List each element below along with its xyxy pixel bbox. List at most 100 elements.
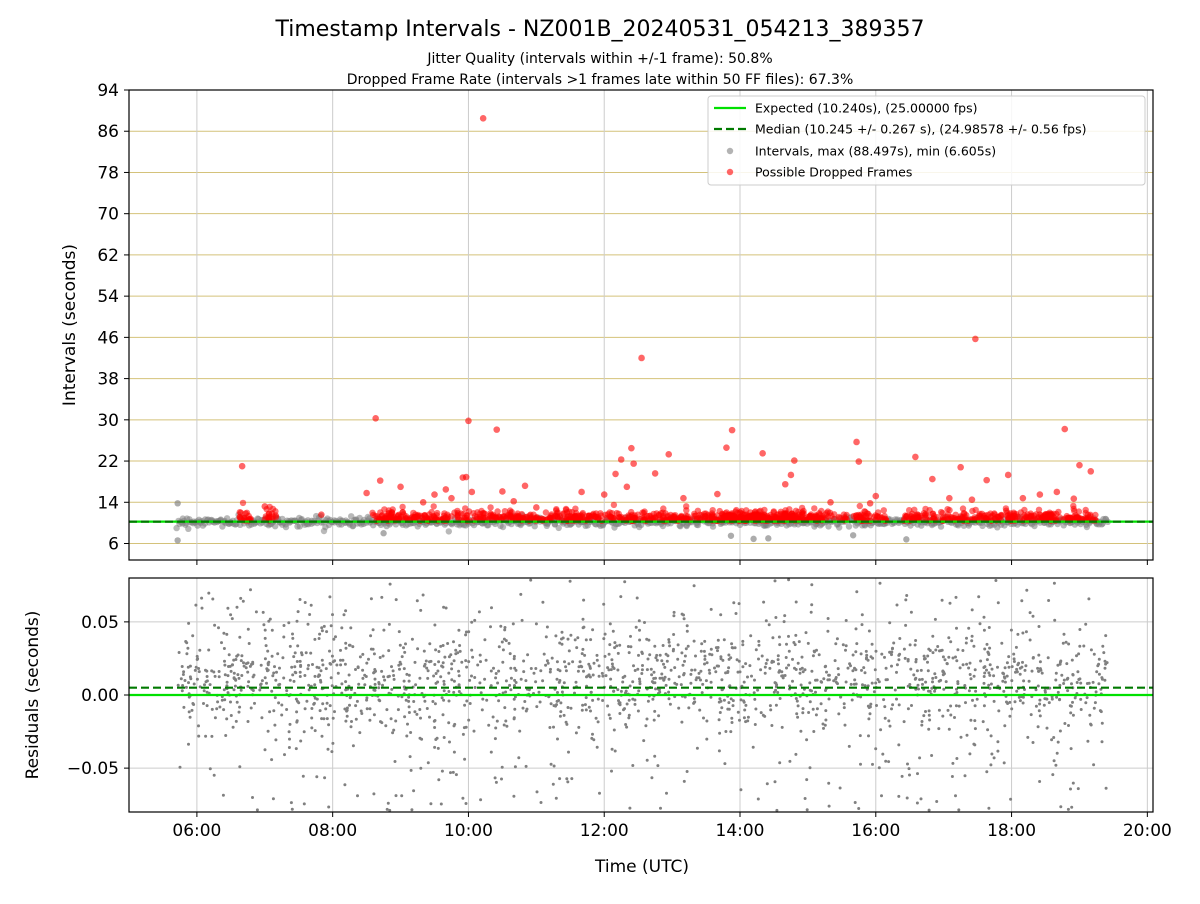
residual-point (1085, 682, 1089, 685)
residual-point (552, 725, 555, 729)
residual-point (791, 657, 794, 661)
residual-point (1047, 701, 1051, 705)
residual-point (274, 678, 278, 682)
residual-point (360, 712, 364, 715)
residual-point (302, 802, 306, 806)
residual-point (815, 707, 819, 711)
residual-point (526, 653, 530, 657)
residual-point (705, 661, 709, 665)
residual-point (610, 747, 614, 751)
residual-point (319, 680, 323, 684)
residual-point (761, 713, 765, 717)
residual-point (261, 610, 265, 614)
residual-point (450, 667, 454, 671)
residual-point (844, 680, 848, 684)
residual-point (827, 804, 831, 808)
residual-point (494, 726, 498, 730)
residual-point (742, 699, 746, 703)
residual-point (826, 678, 830, 682)
residual-point (1025, 588, 1029, 592)
residual-point (452, 659, 456, 663)
residual-point (385, 708, 389, 712)
residual-point (439, 675, 443, 679)
residual-point (288, 722, 292, 726)
residual-point (534, 622, 538, 626)
residual-point (954, 655, 957, 659)
residual-point (263, 657, 267, 661)
residual-point (752, 691, 756, 695)
residual-point (636, 667, 640, 671)
dropped-frame-point (630, 460, 637, 467)
dropped-frame-point (1002, 505, 1010, 512)
legend-entry-label: Possible Dropped Frames (755, 165, 912, 180)
residual-point (191, 634, 195, 638)
residual-point (1055, 695, 1059, 699)
dropped-frame-point (1082, 506, 1089, 514)
top-y-tick-label: 14 (97, 493, 119, 513)
residual-point (457, 683, 461, 687)
residual-point (489, 669, 493, 673)
dropped-frame-point (929, 475, 936, 483)
residual-point (805, 738, 809, 742)
residual-point (954, 704, 958, 708)
residual-point (819, 702, 823, 706)
residual-point (577, 725, 581, 729)
residual-point (226, 606, 230, 610)
residual-point (306, 667, 310, 671)
residual-point (730, 716, 734, 720)
residual-point (654, 656, 658, 660)
residual-point (850, 698, 854, 702)
residual-point (950, 775, 954, 778)
residual-point (692, 639, 696, 643)
dropped-frame-point (855, 458, 863, 465)
residual-point (233, 677, 237, 681)
residual-point (580, 708, 584, 712)
residual-point (467, 630, 471, 634)
residual-point (505, 724, 509, 728)
legend: Expected (10.240s), (25.00000 fps)Median… (707, 95, 1146, 186)
residual-point (764, 662, 768, 665)
residual-point (223, 663, 227, 667)
residual-point (513, 684, 516, 687)
dropped-frame-point (262, 513, 269, 520)
residual-point (775, 808, 779, 812)
residual-point (317, 666, 321, 670)
residual-point (461, 796, 465, 800)
residual-point (404, 698, 408, 702)
legend-entry-label: Median (10.245 +/- 0.267 s), (24.98578 +… (755, 122, 1086, 137)
residual-point (1045, 726, 1049, 730)
residual-point (1000, 641, 1004, 645)
residual-point (685, 629, 689, 633)
residual-point (970, 634, 974, 638)
residual-point (458, 644, 462, 647)
residual-point (967, 666, 971, 670)
residual-point (935, 800, 939, 803)
residual-point (658, 653, 662, 657)
dropped-frame-point (237, 515, 245, 522)
residual-point (287, 621, 291, 625)
dropped-frame-point (610, 501, 618, 509)
residual-point (857, 807, 861, 810)
residual-point (432, 719, 436, 723)
residual-point (580, 652, 584, 656)
residual-point (202, 689, 206, 693)
residual-point (1069, 711, 1073, 715)
residual-point (757, 639, 761, 643)
residual-point (1037, 625, 1041, 628)
residual-point (909, 610, 913, 614)
residual-point (949, 713, 953, 717)
residual-point (1024, 630, 1028, 634)
residual-point (782, 620, 786, 624)
residual-point (397, 663, 401, 667)
residual-point (727, 653, 731, 657)
residual-point (1088, 713, 1092, 717)
residual-point (229, 669, 233, 673)
residual-point (187, 621, 191, 625)
residual-point (658, 690, 662, 694)
residual-point (954, 595, 958, 599)
residual-point (285, 708, 289, 711)
residual-point (947, 655, 951, 659)
interval-point (727, 532, 735, 539)
residual-point (251, 796, 254, 799)
residual-point (492, 666, 495, 670)
